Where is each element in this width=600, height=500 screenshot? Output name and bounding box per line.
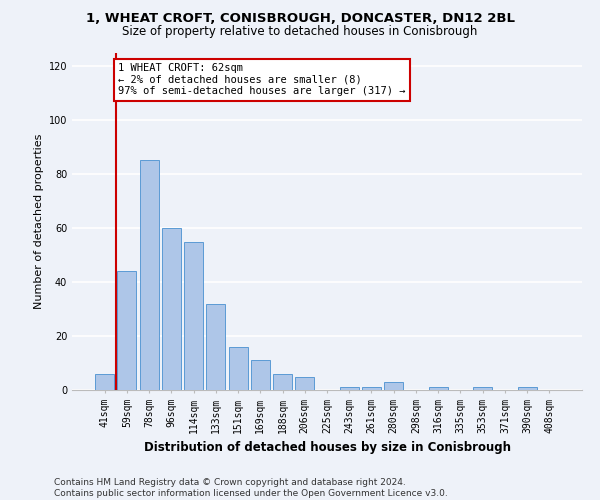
Bar: [340, 388, 359, 390]
Y-axis label: Number of detached properties: Number of detached properties: [34, 134, 44, 309]
Bar: [518, 388, 536, 390]
Bar: [251, 360, 270, 390]
Text: Contains HM Land Registry data © Crown copyright and database right 2024.
Contai: Contains HM Land Registry data © Crown c…: [54, 478, 448, 498]
Bar: [384, 382, 403, 390]
Text: Size of property relative to detached houses in Conisbrough: Size of property relative to detached ho…: [122, 25, 478, 38]
Text: 1 WHEAT CROFT: 62sqm
← 2% of detached houses are smaller (8)
97% of semi-detache: 1 WHEAT CROFT: 62sqm ← 2% of detached ho…: [118, 64, 406, 96]
Bar: [362, 388, 381, 390]
Bar: [162, 228, 181, 390]
Bar: [118, 271, 136, 390]
Bar: [95, 374, 114, 390]
Bar: [184, 242, 203, 390]
Bar: [429, 388, 448, 390]
Bar: [295, 376, 314, 390]
X-axis label: Distribution of detached houses by size in Conisbrough: Distribution of detached houses by size …: [143, 441, 511, 454]
Bar: [140, 160, 158, 390]
Bar: [206, 304, 225, 390]
Text: 1, WHEAT CROFT, CONISBROUGH, DONCASTER, DN12 2BL: 1, WHEAT CROFT, CONISBROUGH, DONCASTER, …: [86, 12, 515, 26]
Bar: [229, 347, 248, 390]
Bar: [473, 388, 492, 390]
Bar: [273, 374, 292, 390]
